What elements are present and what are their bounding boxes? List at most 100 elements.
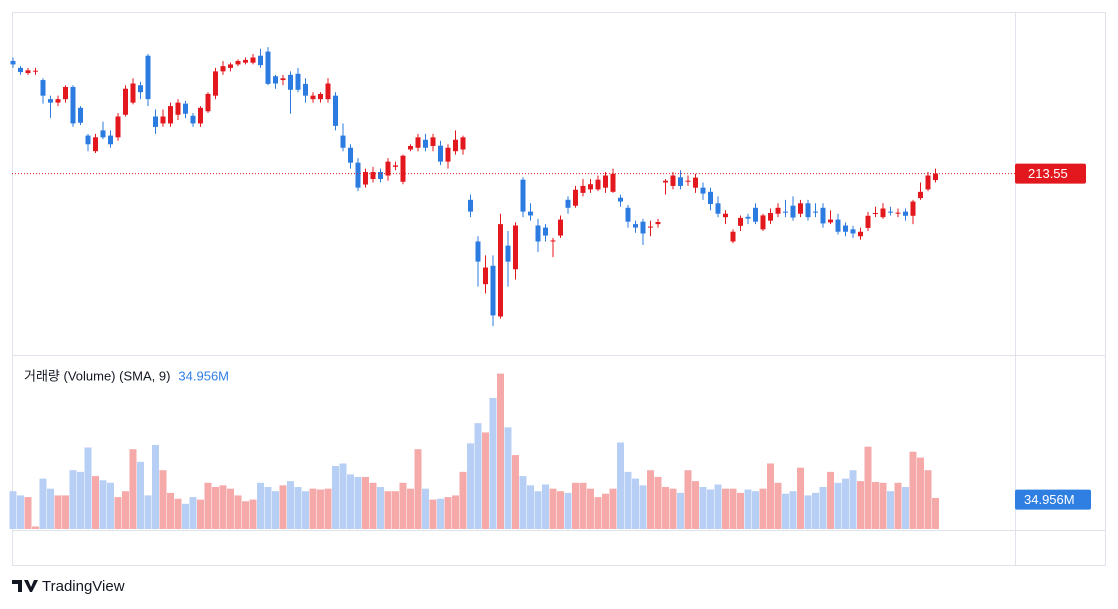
- volume-bar: [744, 489, 752, 529]
- volume-bar: [227, 488, 234, 529]
- volume-bar: [624, 471, 632, 529]
- last-price-label: 213.55: [1028, 166, 1068, 181]
- candle-body: [903, 211, 908, 216]
- volume-bar: [894, 482, 902, 529]
- volume-bar: [422, 488, 429, 529]
- volume-bar: [647, 470, 654, 529]
- volume-bar: [924, 470, 932, 529]
- candle-body: [33, 70, 38, 72]
- volume-bar: [617, 442, 624, 529]
- candle-body: [933, 173, 938, 181]
- volume-bar: [459, 471, 467, 529]
- volume-bar: [767, 463, 774, 529]
- candle-body: [558, 219, 563, 236]
- candle-body: [618, 197, 623, 202]
- candle-body: [370, 172, 376, 179]
- candle-body: [753, 207, 758, 222]
- candle-body: [108, 135, 113, 145]
- volume-bar: [107, 482, 114, 529]
- candle-body: [588, 184, 593, 190]
- volume-bar: [864, 446, 872, 529]
- candle-body: [453, 139, 458, 152]
- candle-body: [408, 146, 413, 150]
- volume-bar: [677, 492, 684, 529]
- candle-body: [798, 203, 803, 214]
- volume-bar: [242, 501, 249, 529]
- candle-body: [130, 83, 136, 103]
- candle-body: [100, 130, 106, 138]
- candle-body: [325, 83, 331, 100]
- candle-body: [595, 179, 601, 190]
- volume-bar: [444, 497, 452, 529]
- volume-bar: [654, 476, 662, 529]
- volume-bar: [17, 495, 24, 529]
- volume-bar: [152, 445, 159, 529]
- volume-bar: [729, 488, 737, 529]
- candle-body: [93, 137, 98, 152]
- volume-bar: [579, 482, 587, 529]
- volume-bar: [504, 427, 512, 529]
- volume-bar: [542, 484, 549, 529]
- candle-body: [625, 207, 631, 222]
- volume-bar: [512, 455, 519, 529]
- candle-body: [483, 267, 488, 285]
- candle-body: [700, 187, 706, 194]
- candle-body: [228, 64, 233, 68]
- candle-body: [573, 189, 578, 206]
- volume-bar: [804, 495, 812, 529]
- candle-body: [895, 212, 901, 214]
- volume-bar: [932, 497, 939, 529]
- candle-body: [460, 137, 466, 150]
- candle-body: [745, 216, 751, 219]
- volume-bar: [377, 487, 384, 529]
- candle-body: [258, 55, 263, 66]
- candle-body: [288, 74, 293, 90]
- candle-body: [475, 241, 481, 262]
- candle-body: [865, 215, 871, 228]
- volume-bar: [707, 489, 714, 529]
- volume-bar: [797, 467, 804, 529]
- volume-bar: [782, 493, 789, 529]
- candle-body: [655, 222, 661, 225]
- candle-body: [400, 155, 406, 182]
- candle-body: [280, 78, 286, 81]
- candle-body: [18, 67, 23, 73]
- volume-bar: [129, 449, 137, 529]
- volume-bar: [264, 487, 272, 529]
- volume-bar: [279, 485, 287, 529]
- candle-body: [250, 57, 256, 63]
- volume-bar: [902, 487, 909, 529]
- volume-bar: [219, 485, 227, 529]
- volume-bar: [144, 495, 152, 529]
- candle-body: [78, 107, 83, 123]
- candle-body: [10, 60, 16, 65]
- candle-body: [633, 224, 638, 228]
- volume-bar: [384, 491, 392, 529]
- candle-body: [303, 83, 308, 96]
- volume-bar: [272, 491, 279, 529]
- candle-body: [190, 115, 196, 124]
- labels-layer: 213.55 거래량 (Volume) (SMA, 9) 34.956M 34.956…: [24, 163, 1091, 510]
- candle-body: [40, 80, 46, 96]
- volume-bar: [174, 498, 182, 529]
- candle-body: [513, 225, 518, 270]
- volume-bar: [137, 461, 144, 529]
- candle-body: [160, 116, 166, 124]
- volume-bar: [872, 481, 879, 529]
- candle-body: [498, 224, 503, 317]
- volume-bar: [347, 474, 354, 529]
- volume-bar: [827, 471, 834, 529]
- volume-bar: [32, 526, 39, 529]
- volume-bar: [609, 488, 617, 529]
- candle-body: [685, 180, 691, 182]
- volume-bar: [534, 491, 542, 529]
- sma-value-box: [1015, 489, 1091, 510]
- candle-body: [213, 71, 218, 96]
- candle-body: [423, 139, 428, 148]
- brand: TradingView: [42, 578, 125, 595]
- chart-frame: [12, 12, 1106, 566]
- candle-body: [445, 147, 451, 162]
- candle-body: [565, 199, 571, 208]
- candle-body: [850, 229, 856, 234]
